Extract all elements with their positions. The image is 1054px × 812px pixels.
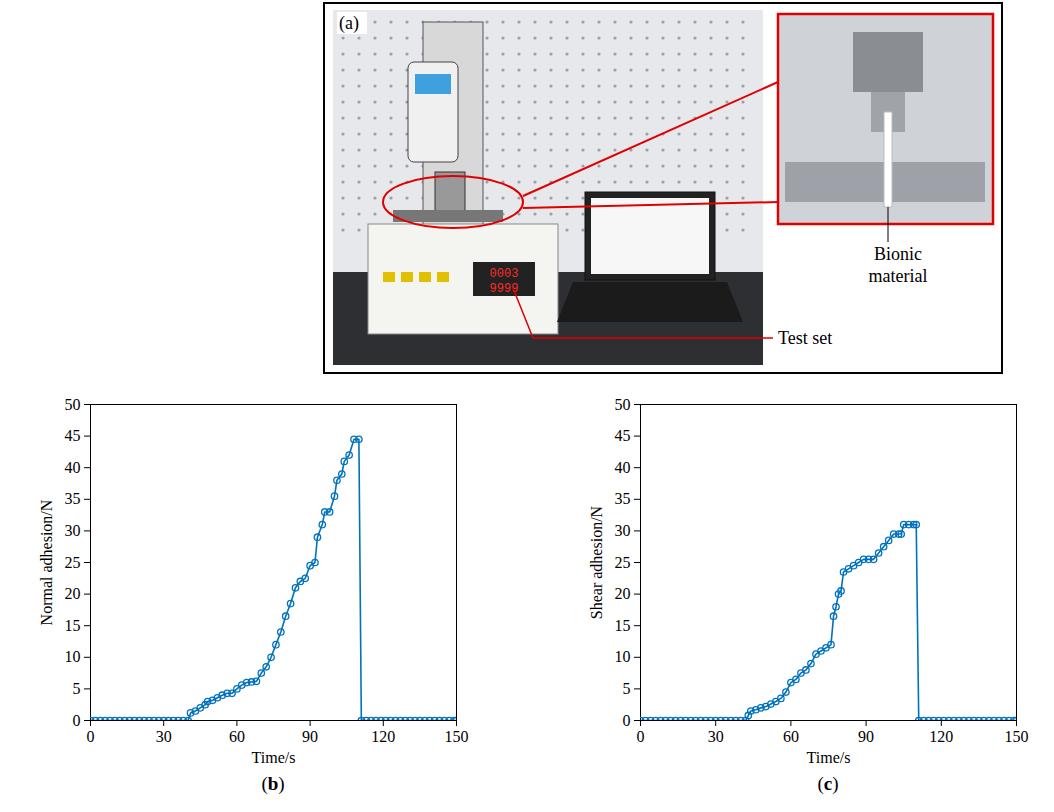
svg-text:25: 25 bbox=[65, 554, 81, 571]
svg-text:20: 20 bbox=[65, 585, 81, 602]
svg-text:0: 0 bbox=[73, 712, 81, 729]
svg-text:0: 0 bbox=[87, 728, 95, 745]
svg-text:30: 30 bbox=[156, 728, 172, 745]
svg-text:(a): (a) bbox=[339, 13, 359, 34]
svg-text:15: 15 bbox=[65, 617, 81, 634]
svg-text:10: 10 bbox=[65, 648, 81, 665]
svg-text:Time/s: Time/s bbox=[807, 749, 851, 766]
svg-text:120: 120 bbox=[371, 728, 395, 745]
svg-text:Normal adhesion/N: Normal adhesion/N bbox=[38, 499, 55, 625]
html-text:(b): (b) bbox=[261, 773, 285, 794]
svg-text:5: 5 bbox=[623, 680, 631, 697]
svg-text:10: 10 bbox=[615, 648, 631, 665]
svg-text:120: 120 bbox=[929, 728, 953, 745]
svg-text:0: 0 bbox=[623, 712, 631, 729]
svg-text:20: 20 bbox=[615, 585, 631, 602]
svg-text:50: 50 bbox=[615, 396, 631, 413]
svg-text:0003: 0003 bbox=[490, 267, 519, 281]
svg-text:Bionic: Bionic bbox=[874, 244, 922, 264]
svg-text:40: 40 bbox=[615, 459, 631, 476]
svg-text:60: 60 bbox=[783, 728, 799, 745]
html-text:(c): (c) bbox=[817, 773, 839, 794]
svg-text:Time/s: Time/s bbox=[252, 749, 296, 766]
svg-text:150: 150 bbox=[1005, 728, 1029, 745]
svg-text:5: 5 bbox=[73, 680, 81, 697]
svg-text:60: 60 bbox=[229, 728, 245, 745]
svg-text:40: 40 bbox=[65, 459, 81, 476]
svg-text:30: 30 bbox=[708, 728, 724, 745]
svg-text:Shear adhesion/N: Shear adhesion/N bbox=[588, 505, 605, 619]
svg-text:30: 30 bbox=[615, 522, 631, 539]
svg-text:30: 30 bbox=[65, 522, 81, 539]
svg-text:90: 90 bbox=[302, 728, 318, 745]
svg-text:50: 50 bbox=[65, 396, 81, 413]
svg-text:0: 0 bbox=[637, 728, 645, 745]
svg-text:25: 25 bbox=[615, 554, 631, 571]
svg-text:15: 15 bbox=[615, 617, 631, 634]
svg-text:35: 35 bbox=[615, 490, 631, 507]
svg-text:9999: 9999 bbox=[489, 282, 519, 296]
svg-text:35: 35 bbox=[65, 490, 81, 507]
svg-text:material: material bbox=[869, 266, 928, 286]
svg-text:150: 150 bbox=[445, 728, 469, 745]
svg-text:45: 45 bbox=[65, 427, 81, 444]
svg-text:90: 90 bbox=[858, 728, 874, 745]
svg-text:45: 45 bbox=[615, 427, 631, 444]
svg-text:Test set: Test set bbox=[778, 328, 832, 348]
